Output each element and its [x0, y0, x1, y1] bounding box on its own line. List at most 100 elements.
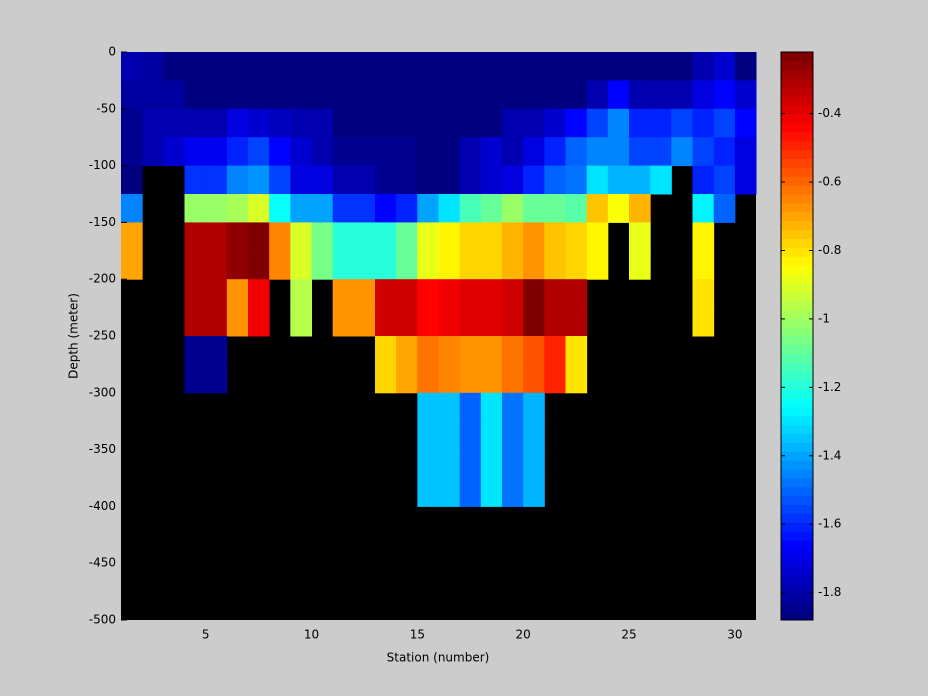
cell — [375, 80, 397, 110]
cell — [226, 137, 249, 167]
cell — [480, 108, 503, 138]
colorbar-swatch — [781, 140, 813, 151]
cell — [629, 80, 651, 110]
cell — [353, 222, 376, 252]
cell — [311, 137, 334, 167]
cell — [713, 194, 736, 223]
cell — [375, 52, 397, 81]
cell — [502, 194, 524, 223]
cell — [523, 165, 545, 195]
y-tick-label: -250 — [89, 329, 116, 343]
cell — [142, 137, 164, 167]
cell — [163, 52, 185, 81]
cell — [502, 307, 524, 337]
cell — [269, 108, 291, 138]
cell — [692, 307, 715, 337]
cell — [205, 108, 228, 138]
cell — [586, 137, 609, 167]
cell — [248, 137, 270, 167]
cell — [311, 108, 334, 138]
cell — [142, 52, 164, 81]
y-tick-label: 0 — [108, 45, 116, 59]
cell — [692, 52, 715, 81]
colorbar-swatch — [781, 531, 813, 541]
colorbar-swatch — [781, 69, 813, 80]
colorbar-swatch — [781, 344, 813, 355]
x-axis-label: Station (number) — [387, 651, 490, 665]
cell — [523, 222, 545, 252]
cell — [565, 222, 588, 252]
cell — [459, 137, 482, 167]
cell — [438, 194, 461, 223]
cell — [459, 392, 482, 422]
cell — [544, 165, 566, 195]
cell — [480, 449, 503, 479]
cell — [311, 250, 334, 280]
cell — [205, 80, 228, 110]
cell — [650, 165, 672, 195]
colorbar-swatch — [781, 176, 813, 186]
x-tick-label: 30 — [727, 628, 742, 642]
cell — [396, 222, 418, 252]
cell — [586, 250, 609, 280]
cell — [480, 392, 503, 422]
cell — [671, 137, 693, 167]
cell — [248, 52, 270, 81]
cell — [184, 194, 207, 223]
cell — [332, 250, 355, 280]
cell — [438, 478, 461, 507]
cell — [311, 222, 334, 252]
colorbar-swatch — [781, 415, 813, 426]
cell — [480, 52, 503, 81]
colorbar-swatch — [781, 478, 813, 488]
cell — [417, 80, 439, 110]
cell — [269, 52, 291, 81]
cell — [290, 279, 312, 309]
cell — [290, 165, 312, 195]
cell — [565, 336, 588, 365]
cell — [586, 165, 609, 195]
cell — [438, 137, 461, 167]
cell — [523, 336, 545, 365]
cell — [692, 279, 715, 309]
cell — [565, 364, 588, 394]
colorbar-swatch — [781, 389, 813, 399]
cell — [226, 80, 249, 110]
cell — [417, 307, 439, 337]
cell — [353, 250, 376, 280]
colorbar-tick-label: -1.4 — [818, 448, 841, 462]
colorbar-swatch — [781, 371, 813, 381]
cell — [205, 137, 228, 167]
colorbar-tick-label: -1.8 — [818, 585, 841, 599]
cell — [629, 194, 651, 223]
cell — [692, 250, 715, 280]
cell — [438, 52, 461, 81]
cell — [142, 80, 164, 110]
cell — [544, 364, 566, 394]
cell — [184, 80, 207, 110]
cell — [121, 108, 143, 138]
cell — [290, 194, 312, 223]
cell — [290, 108, 312, 138]
cell — [544, 222, 566, 252]
cell — [502, 279, 524, 309]
cell — [205, 52, 228, 81]
colorbar-swatch — [781, 611, 813, 621]
colorbar-swatch — [781, 291, 813, 301]
cell — [290, 52, 312, 81]
cell — [375, 279, 397, 309]
cell — [311, 52, 334, 81]
colorbar-swatch — [781, 451, 813, 461]
cell — [248, 279, 270, 309]
cell — [586, 52, 609, 81]
cell — [480, 137, 503, 167]
colorbar-swatch — [781, 194, 813, 204]
cell — [544, 307, 566, 337]
colorbar-swatch — [781, 265, 813, 275]
cell — [311, 165, 334, 195]
cell — [121, 80, 143, 110]
cell — [502, 449, 524, 479]
cell — [248, 222, 270, 252]
y-axis-label: Depth (meter) — [67, 293, 81, 379]
